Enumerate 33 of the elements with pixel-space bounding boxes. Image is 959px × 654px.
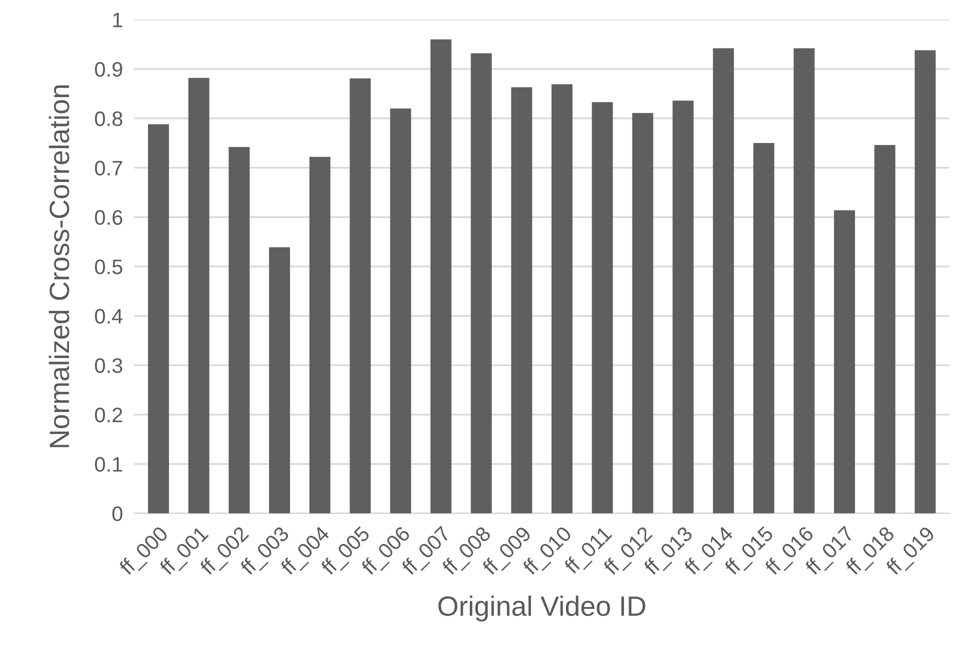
bar — [470, 53, 492, 514]
bar — [148, 124, 169, 514]
bar — [390, 108, 412, 514]
bar — [632, 112, 654, 514]
y-tick-label: 0.7 — [95, 160, 122, 176]
bar — [511, 87, 532, 514]
bar — [228, 147, 250, 514]
bar — [914, 50, 936, 514]
bar — [552, 84, 573, 514]
x-axis-title: Original Video ID — [438, 596, 646, 622]
y-axis-title: Normalized Cross-Correlation — [48, 85, 70, 448]
bar — [672, 100, 694, 514]
bar — [430, 39, 452, 514]
y-tick-label: 0.8 — [95, 111, 122, 126]
y-tick-label: 0.2 — [95, 408, 122, 422]
bar — [712, 48, 734, 514]
bar — [874, 145, 896, 514]
bar — [350, 78, 371, 514]
y-tick-label: 0.9 — [95, 62, 122, 77]
bar — [834, 210, 855, 514]
y-tick-label: 0.3 — [95, 358, 122, 374]
y-tick-label: 0 — [112, 506, 122, 522]
bar — [753, 143, 774, 514]
bar — [309, 156, 330, 514]
y-tick-label: 1 — [113, 12, 122, 28]
bar — [188, 78, 210, 514]
bar — [592, 102, 613, 514]
bar — [794, 48, 815, 514]
y-tick-label: 0.4 — [95, 308, 123, 324]
y-tick-label: 0.1 — [95, 457, 122, 472]
y-tick-label: 0.6 — [95, 210, 122, 225]
bar — [269, 247, 290, 514]
y-tick-label: 0.5 — [95, 260, 122, 274]
